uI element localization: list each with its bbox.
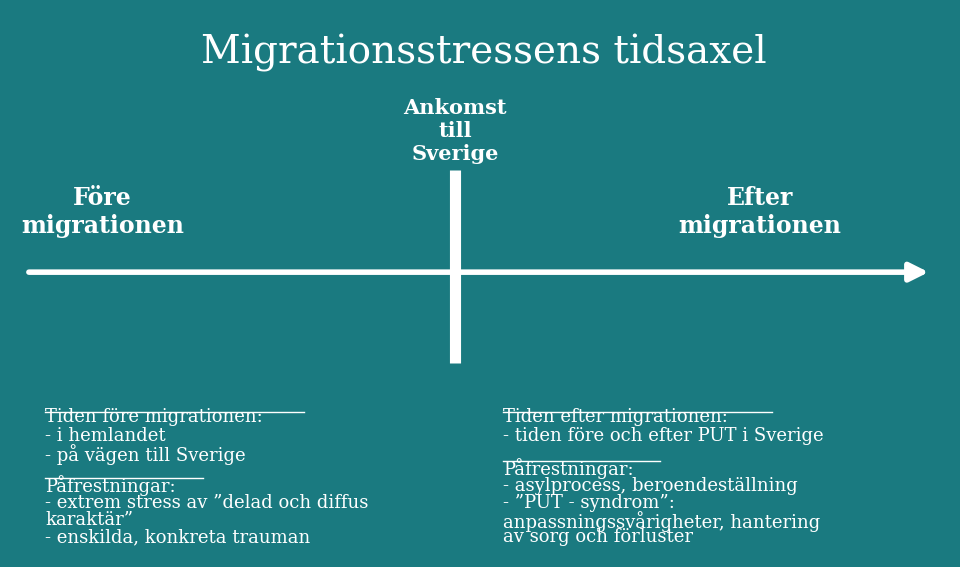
Text: - enskilda, konkreta trauman: - enskilda, konkreta trauman xyxy=(45,528,310,546)
Text: Påfrestningar:: Påfrestningar: xyxy=(45,475,176,496)
Text: - extrem stress av ”delad och diffus: - extrem stress av ”delad och diffus xyxy=(45,494,369,512)
Text: karaktär”: karaktär” xyxy=(45,511,133,529)
Text: Efter
migrationen: Efter migrationen xyxy=(679,187,841,238)
Text: - asylprocess, beroendeställning: - asylprocess, beroendeställning xyxy=(503,477,798,495)
Text: Migrationsstressens tidsaxel: Migrationsstressens tidsaxel xyxy=(201,34,766,72)
Text: Påfrestningar:: Påfrestningar: xyxy=(503,458,634,479)
Text: - ”PUT - syndrom”:: - ”PUT - syndrom”: xyxy=(503,494,675,512)
Text: - på vägen till Sverige: - på vägen till Sverige xyxy=(45,445,246,466)
Text: - tiden före och efter PUT i Sverige: - tiden före och efter PUT i Sverige xyxy=(503,428,824,446)
Text: Tiden före migrationen:: Tiden före migrationen: xyxy=(45,408,263,426)
Text: Ankomst
till
Sverige: Ankomst till Sverige xyxy=(403,98,507,164)
Text: - i hemlandet: - i hemlandet xyxy=(45,428,166,446)
Text: Före
migrationen: Före migrationen xyxy=(21,187,183,238)
Text: anpassningssvårigheter, hantering: anpassningssvårigheter, hantering xyxy=(503,511,820,532)
Text: Tiden efter migrationen:: Tiden efter migrationen: xyxy=(503,408,728,426)
Text: av sorg och förluster: av sorg och förluster xyxy=(503,528,692,546)
